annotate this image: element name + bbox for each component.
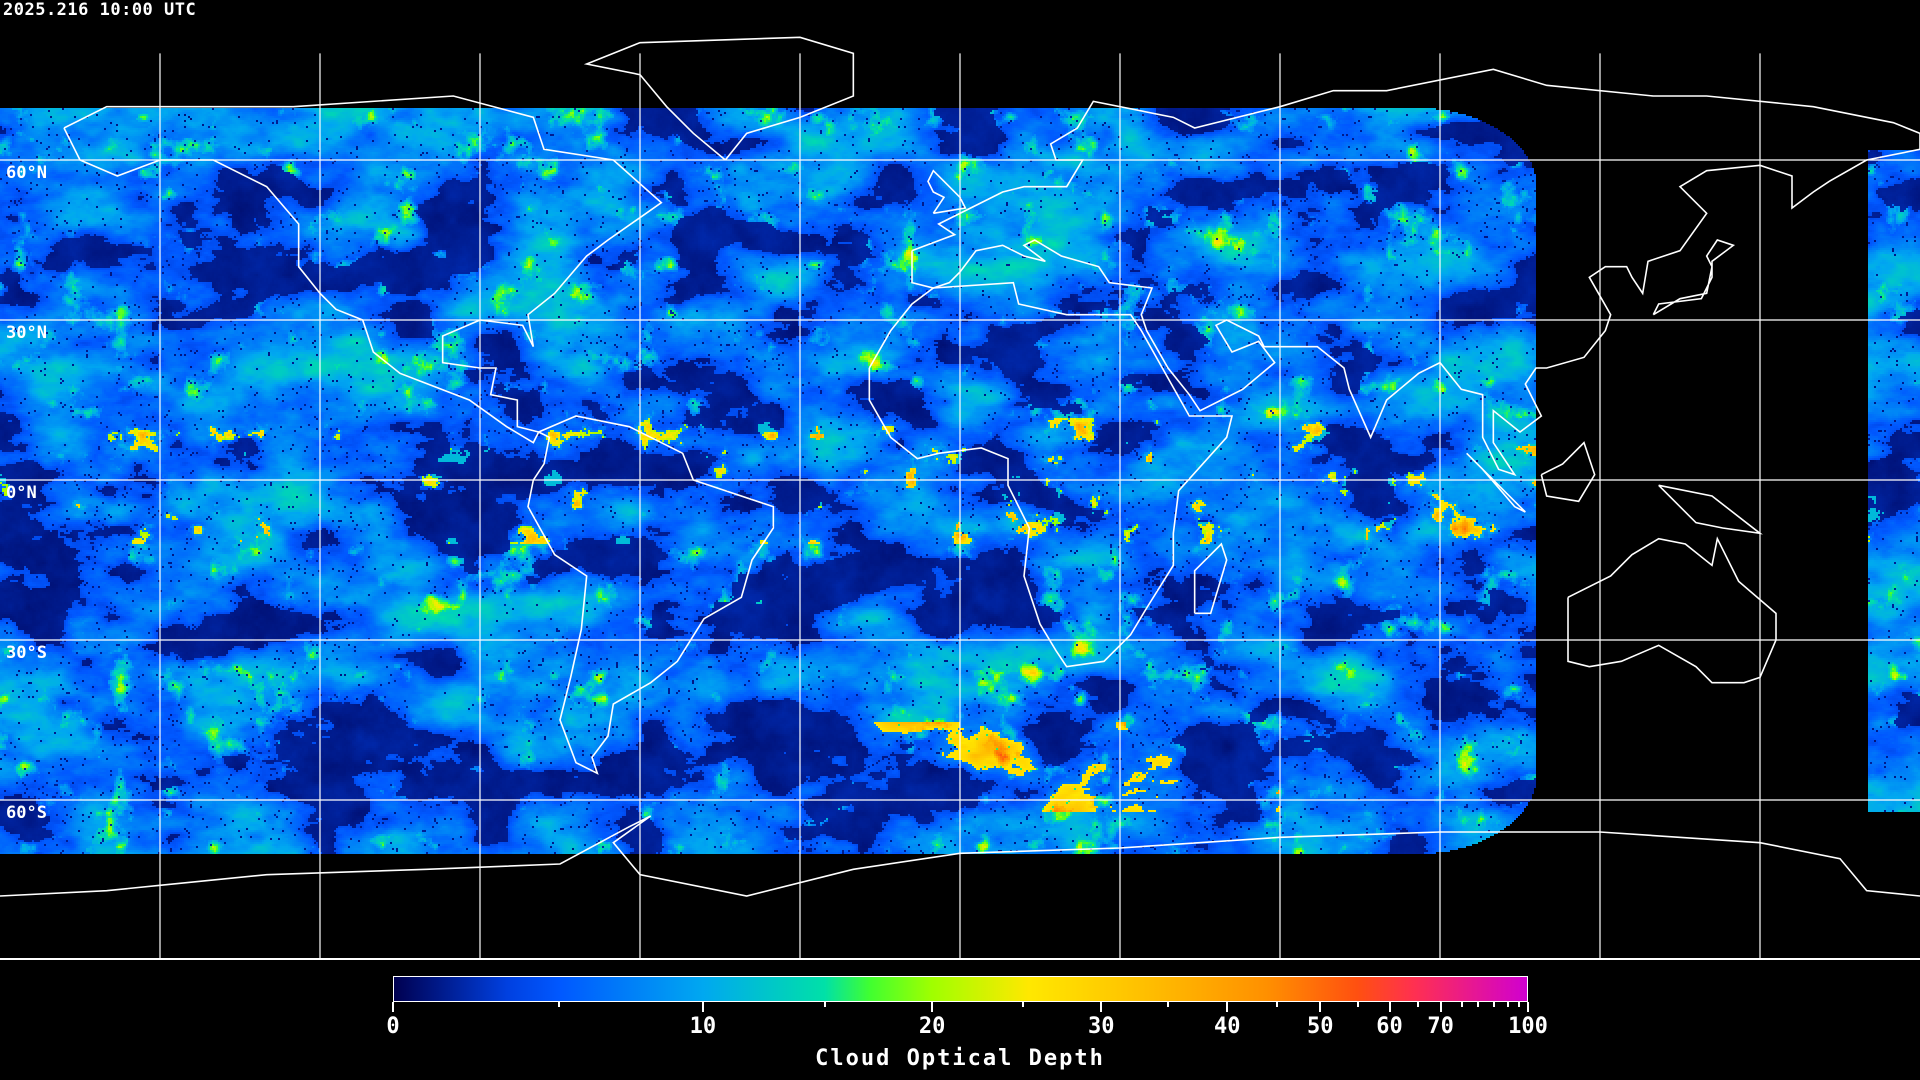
coastline-madagascar xyxy=(1193,542,1228,615)
lat-label-equator: 0°N xyxy=(6,483,37,503)
tick-label-10: 10 xyxy=(689,1014,717,1039)
tick-label-50: 50 xyxy=(1307,1014,1334,1039)
colorbar xyxy=(393,976,1528,1002)
tick-label-30: 30 xyxy=(1087,1014,1115,1039)
coastline-south-america xyxy=(527,415,775,775)
colorbar-minor-tick xyxy=(1517,1002,1520,1007)
colorbar-minor-tick xyxy=(1506,1002,1509,1007)
tick-label-100: 100 xyxy=(1508,1014,1548,1039)
colorbar-minor-tick xyxy=(1416,1002,1419,1007)
coastline-sumatra xyxy=(1466,452,1526,513)
colorbar-minor-tick xyxy=(824,1002,827,1007)
colorbar-minor-tick xyxy=(1167,1002,1170,1007)
coastline-africa xyxy=(868,281,1234,668)
tick-label-40: 40 xyxy=(1213,1014,1241,1039)
colorbar-minor-tick xyxy=(1276,1002,1279,1007)
coastline-great-britain xyxy=(927,169,967,215)
colorbar-major-tick xyxy=(701,1002,704,1012)
colorbar-minor-tick xyxy=(1356,1002,1359,1007)
colorbar-major-tick xyxy=(392,1002,394,1012)
coastline-north-america xyxy=(63,95,663,444)
tick-label-70: 70 xyxy=(1427,1014,1454,1039)
colorbar-major-tick xyxy=(1527,1002,1529,1012)
coastline-greenland xyxy=(583,36,855,161)
tick-label-0: 0 xyxy=(386,1014,400,1039)
colorbar-minor-tick xyxy=(1492,1002,1495,1007)
colorbar-title: Cloud Optical Depth xyxy=(815,1046,1105,1071)
lat-label-30n: 30°N xyxy=(6,323,47,343)
lat-label-30s: 30°S xyxy=(6,643,47,663)
coastline-australia xyxy=(1567,536,1777,684)
coastline-borneo xyxy=(1540,441,1596,503)
colorbar-minor-tick xyxy=(1021,1002,1024,1007)
colorbar-major-tick xyxy=(931,1002,934,1012)
colorbar-major-tick xyxy=(1319,1002,1322,1012)
colorbar-minor-tick xyxy=(1477,1002,1480,1007)
tick-label-60: 60 xyxy=(1376,1014,1403,1039)
colorbar-major-tick xyxy=(1100,1002,1103,1012)
colorbar-minor-tick xyxy=(1461,1002,1464,1007)
colorbar-major-tick xyxy=(1439,1002,1442,1012)
lat-label-60s: 60°S xyxy=(6,803,47,823)
tick-label-20: 20 xyxy=(918,1014,946,1039)
timestamp: 2025.216 10:00 UTC xyxy=(3,0,197,20)
colorbar-ticks: 0 10 20 30 40 50 60 70 100 xyxy=(386,1002,1548,1062)
map-overlay xyxy=(0,36,1920,960)
colorbar-major-tick xyxy=(1226,1002,1229,1012)
colorbar-minor-tick xyxy=(557,1002,560,1007)
colorbar-major-tick xyxy=(1388,1002,1391,1012)
coastline-eurasia xyxy=(911,68,1920,477)
cloud-optical-depth-map xyxy=(0,0,1920,960)
lat-label-60n: 60°N xyxy=(6,163,47,183)
coastline-new-guinea xyxy=(1658,484,1763,535)
coastline-japan xyxy=(1652,239,1736,316)
map-bottom-border xyxy=(0,958,1920,960)
